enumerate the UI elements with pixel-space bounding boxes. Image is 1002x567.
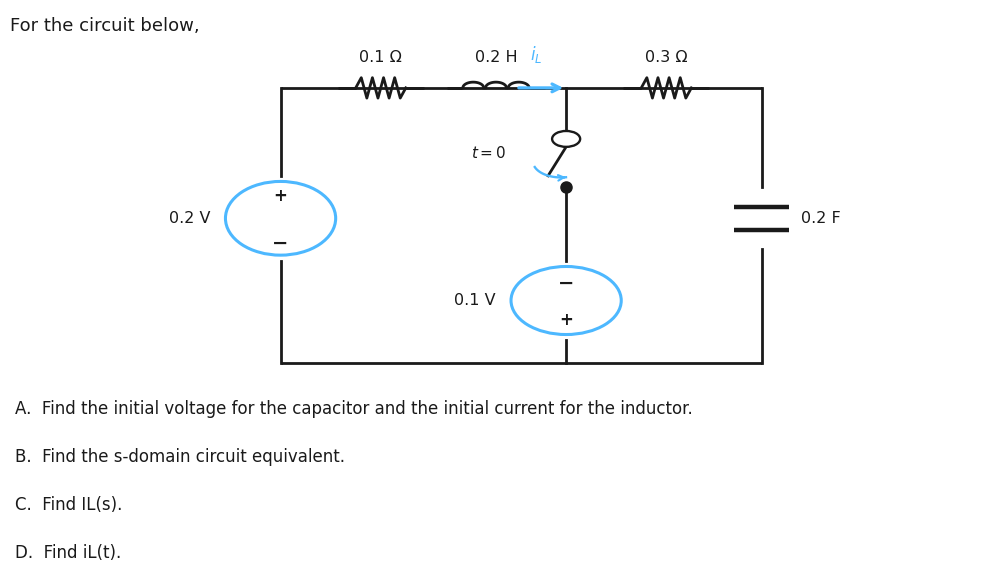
Text: 0.2 V: 0.2 V bbox=[169, 211, 210, 226]
Text: C.  Find IL(s).: C. Find IL(s). bbox=[15, 496, 122, 514]
Text: +: + bbox=[274, 187, 288, 205]
Text: 0.2 F: 0.2 F bbox=[801, 211, 841, 226]
Text: −: − bbox=[558, 274, 574, 293]
Text: +: + bbox=[559, 311, 573, 329]
Text: −: − bbox=[273, 234, 289, 253]
Text: $i_L$: $i_L$ bbox=[530, 44, 542, 65]
Text: For the circuit below,: For the circuit below, bbox=[10, 17, 199, 35]
Circle shape bbox=[552, 131, 580, 147]
Text: A.  Find the initial voltage for the capacitor and the initial current for the i: A. Find the initial voltage for the capa… bbox=[15, 400, 692, 418]
Text: D.  Find iL(t).: D. Find iL(t). bbox=[15, 544, 121, 562]
Text: 0.1 V: 0.1 V bbox=[454, 293, 496, 308]
Text: B.  Find the s-domain circuit equivalent.: B. Find the s-domain circuit equivalent. bbox=[15, 448, 345, 466]
Text: 0.3 Ω: 0.3 Ω bbox=[645, 50, 687, 65]
Text: 0.1 Ω: 0.1 Ω bbox=[360, 50, 402, 65]
Text: $t=0$: $t=0$ bbox=[471, 145, 506, 161]
Text: 0.2 H: 0.2 H bbox=[475, 50, 517, 65]
